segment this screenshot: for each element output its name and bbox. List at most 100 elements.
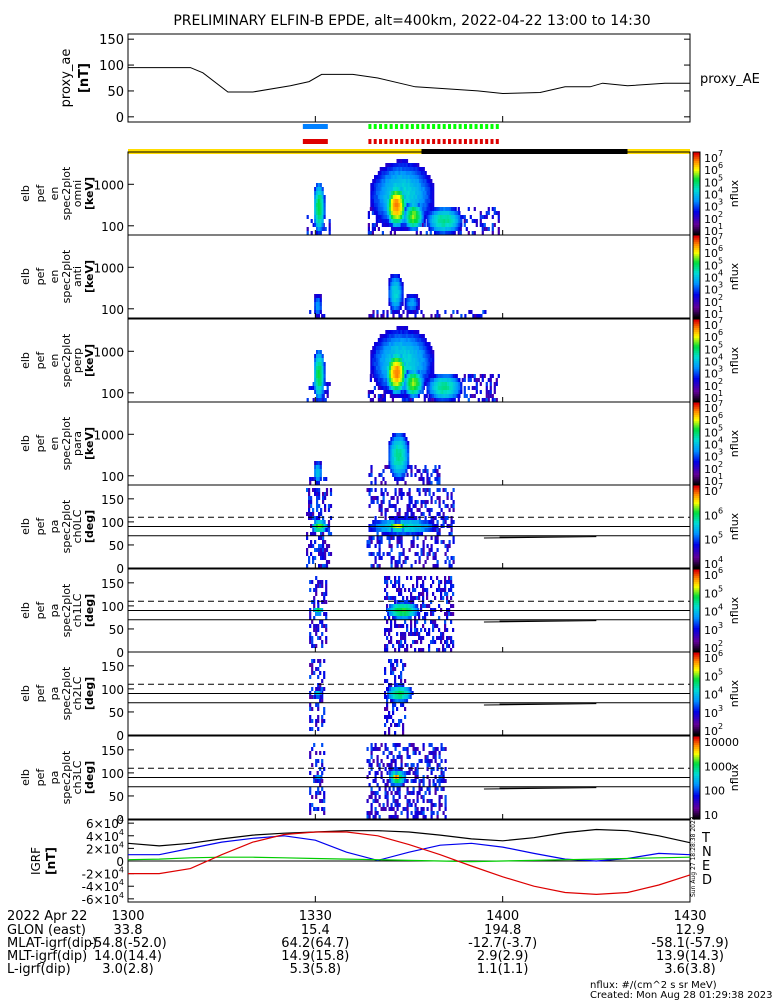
colorbar-cell: [693, 453, 700, 457]
spectral-cell: [395, 290, 399, 294]
noise-cell: [306, 231, 309, 235]
noise-cell: [402, 807, 405, 811]
noise-cell: [406, 508, 409, 512]
noise-cell: [394, 596, 397, 600]
spectral-cell: [402, 326, 405, 330]
noise-cell: [461, 215, 464, 219]
spectral-cell: [410, 219, 413, 223]
noise-cell: [374, 516, 377, 520]
spectral-cell: [449, 374, 452, 378]
spectral-cell: [381, 207, 384, 211]
spectral-cell: [377, 366, 380, 370]
noise-cell: [390, 659, 393, 663]
spectral-cell: [414, 374, 417, 378]
spectral-cell: [432, 207, 435, 211]
noise-cell: [374, 556, 377, 560]
noise-cell: [404, 663, 407, 667]
noise-cell: [448, 588, 451, 592]
noise-cell: [390, 624, 393, 628]
spectral-cell: [428, 520, 431, 524]
spectral-cell: [390, 612, 394, 616]
noise-cell: [448, 612, 451, 616]
ytick-label: 100: [99, 59, 124, 74]
noise-cell: [400, 592, 403, 596]
spectral-cell: [387, 199, 390, 203]
spectral-cell: [407, 362, 410, 366]
spectral-cell: [396, 211, 399, 215]
spectral-cell: [317, 227, 320, 231]
spectral-cell: [381, 179, 384, 183]
spectral-cell: [392, 616, 395, 620]
spectral-cell: [398, 207, 401, 211]
spectral-cell: [377, 374, 380, 378]
spectral-cell: [404, 179, 407, 183]
colorbar-tick-exponent: 3: [718, 198, 723, 207]
noise-cell: [495, 382, 498, 386]
noise-cell: [418, 787, 421, 791]
spectral-cell: [417, 306, 420, 310]
colorbar-cell: [693, 608, 700, 612]
noise-cell: [328, 227, 331, 231]
spectral-cell: [314, 779, 317, 783]
spectral-cell: [400, 604, 403, 608]
spectral-cell: [454, 394, 457, 398]
colorbar-cell: [693, 424, 700, 428]
colorbar-tick-exponent: 4: [718, 603, 723, 612]
noise-cell: [393, 231, 396, 235]
noise-cell: [310, 504, 313, 508]
spectral-cell: [404, 211, 407, 215]
spectral-cell: [417, 520, 420, 524]
colorbar-cell: [693, 616, 700, 620]
ylabel-line: ch1LC: [71, 593, 84, 627]
spectral-cell: [392, 207, 395, 211]
noise-cell: [404, 707, 407, 711]
noise-cell: [315, 795, 318, 799]
colorbar-cell: [693, 538, 700, 542]
noise-cell: [370, 803, 373, 807]
noise-cell: [382, 803, 385, 807]
colorbar-cell: [693, 228, 700, 232]
spectral-cell: [379, 171, 382, 175]
colorbar-cell: [693, 792, 700, 795]
noise-cell: [406, 771, 409, 775]
spectral-cell: [424, 179, 427, 183]
spectral-cell: [415, 171, 418, 175]
spectral-cell: [314, 695, 317, 699]
noise-cell: [368, 492, 371, 496]
colorbar-tick-exponent: 7: [718, 482, 723, 491]
spectral-cell: [404, 183, 407, 187]
noise-cell: [444, 612, 447, 616]
noise-cell: [450, 588, 453, 592]
spectral-cell: [409, 171, 412, 175]
noise-cell: [394, 815, 397, 819]
spectral-cell: [316, 481, 319, 485]
spectral-cell: [450, 223, 453, 227]
noise-cell: [392, 596, 395, 600]
spectral-cell: [413, 183, 416, 187]
spectral-cell: [411, 350, 414, 354]
spectral-cell: [394, 366, 397, 370]
spectral-cell: [314, 477, 317, 481]
colorbar-tick-exponent: 5: [718, 531, 723, 540]
spectral-cell: [398, 179, 401, 183]
spectral-cell: [415, 374, 419, 378]
spectral-cell: [419, 386, 422, 390]
spectral-cell: [317, 695, 320, 699]
spectral-cell: [372, 199, 375, 203]
noise-cell: [390, 759, 393, 763]
noise-cell: [372, 791, 375, 795]
spectral-cell: [441, 398, 444, 402]
noise-cell: [390, 544, 393, 548]
spectral-cell: [415, 330, 418, 334]
spectral-cell: [428, 394, 431, 398]
colorbar-cell: [693, 604, 700, 607]
colorbar-cell: [693, 257, 700, 261]
spectral-cell: [397, 433, 400, 437]
spectral-cell: [402, 227, 405, 231]
spectral-cell: [321, 528, 324, 532]
spectral-cell: [430, 370, 433, 374]
spectral-cell: [398, 350, 401, 354]
noise-cell: [424, 492, 427, 496]
spectral-cell: [406, 370, 409, 374]
